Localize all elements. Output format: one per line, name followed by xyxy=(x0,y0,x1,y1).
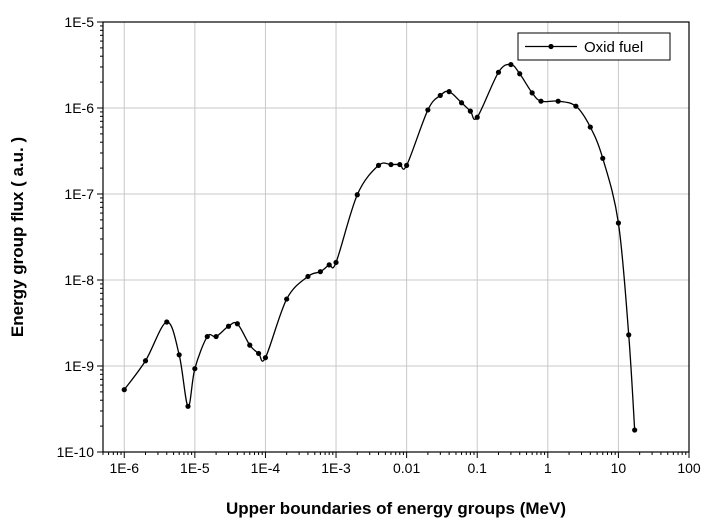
data-point xyxy=(164,319,170,325)
data-point xyxy=(317,269,323,275)
data-point xyxy=(458,100,465,106)
x-tick-label: 0.1 xyxy=(467,460,487,476)
data-point xyxy=(388,161,394,168)
legend-marker xyxy=(548,43,554,50)
x-tick-label: 0.01 xyxy=(393,460,420,476)
data-point xyxy=(404,162,410,169)
x-tick-label: 1E-6 xyxy=(109,460,139,476)
data-point xyxy=(573,103,579,109)
data-point xyxy=(615,220,622,226)
y-axis-title: Energy group flux ( a.u. ) xyxy=(8,137,27,337)
y-tick-label: 1E-10 xyxy=(57,444,95,460)
legend-entry-oxid-fuel: Oxid fuel xyxy=(584,39,643,56)
data-point xyxy=(192,366,198,372)
data-point xyxy=(538,98,544,104)
data-point xyxy=(213,333,219,340)
x-tick-label: 1E-5 xyxy=(180,460,210,476)
y-tick-label: 1E-7 xyxy=(64,186,94,202)
data-point xyxy=(305,273,311,280)
data-point xyxy=(517,71,523,77)
data-point xyxy=(587,124,593,130)
data-point xyxy=(474,114,480,120)
data-point xyxy=(256,350,262,357)
data-point xyxy=(185,403,191,409)
grid-lines xyxy=(103,21,690,453)
data-point xyxy=(142,358,149,364)
y-tick-label: 1E-9 xyxy=(64,358,94,374)
data-point xyxy=(632,427,638,433)
y-tick-label: 1E-6 xyxy=(64,100,94,116)
data-point xyxy=(234,321,240,327)
data-point xyxy=(555,98,561,104)
x-tick-label: 1E-3 xyxy=(321,460,351,476)
y-tick-labels: 1E-10 1E-9 1E-8 1E-7 1E-6 1E-5 xyxy=(57,14,95,460)
data-point xyxy=(529,90,535,96)
x-tick-label: 100 xyxy=(677,460,701,476)
data-point xyxy=(375,162,382,169)
data-point xyxy=(333,259,339,266)
x-tick-label: 1 xyxy=(544,460,552,476)
data-point xyxy=(354,192,360,198)
data-point xyxy=(425,107,431,113)
data-point xyxy=(508,61,514,68)
data-point xyxy=(204,333,210,340)
data-point xyxy=(397,161,403,168)
data-point xyxy=(176,352,182,358)
data-point xyxy=(495,69,502,75)
data-point xyxy=(326,262,332,268)
data-point xyxy=(225,323,232,329)
x-tick-label: 1E-4 xyxy=(251,460,281,476)
x-axis-title: Upper boundaries of energy groups (MeV) xyxy=(226,499,566,518)
data-point xyxy=(121,387,127,393)
data-point xyxy=(600,155,606,161)
y-tick-label: 1E-8 xyxy=(64,272,94,288)
data-point xyxy=(247,342,253,348)
data-point xyxy=(446,89,452,95)
data-point xyxy=(262,355,269,361)
data-point xyxy=(467,108,473,114)
plot-frame xyxy=(102,21,690,453)
y-tick-label: 1E-5 xyxy=(64,14,94,30)
series-points xyxy=(121,61,638,433)
data-point xyxy=(626,332,632,338)
data-point xyxy=(284,296,290,302)
x-tick-label: 10 xyxy=(611,460,627,476)
data-point xyxy=(437,92,443,99)
legend: Oxid fuel xyxy=(517,32,671,61)
x-tick-labels: 1E-6 1E-5 1E-4 1E-3 0.01 0.1 1 10 100 xyxy=(109,460,700,476)
